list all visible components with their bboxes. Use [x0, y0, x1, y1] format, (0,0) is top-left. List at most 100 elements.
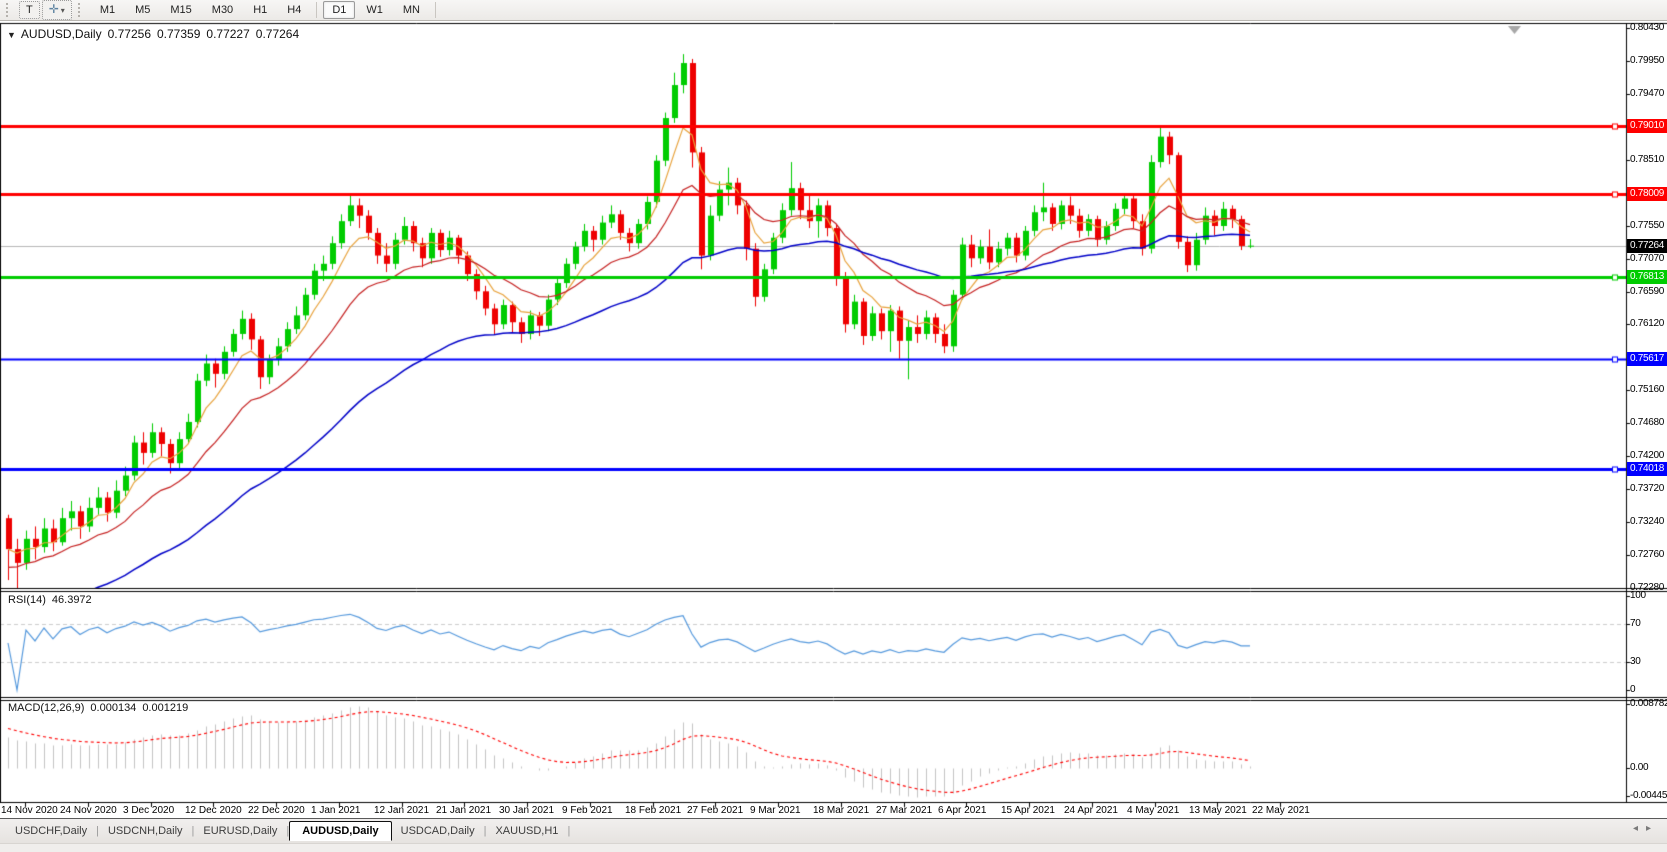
cursor-tool-icon: ✛	[48, 2, 59, 16]
rsi-level-label: 0	[1630, 684, 1636, 695]
date-axis-label: 13 May 2021	[1189, 805, 1247, 816]
date-axis-label: 30 Jan 2021	[499, 805, 555, 816]
macd-scale-label: 0.008782	[1630, 698, 1667, 709]
rsi-level-label: 70	[1630, 618, 1641, 629]
macd-label: MACD(12,26,9) 0.000134 0.001219	[8, 702, 194, 714]
price-axis-tick: 0.72760	[1630, 549, 1665, 560]
hline-price-label: 0.74018	[1627, 462, 1667, 476]
date-axis-label: 12 Jan 2021	[374, 805, 430, 816]
price-axis-tick: 0.79470	[1630, 88, 1665, 99]
cursor-tool-button[interactable]: ✛ ▾	[41, 0, 72, 20]
date-axis-label: 9 Mar 2021	[750, 805, 801, 816]
toolbar-grip	[77, 3, 85, 17]
tab-separator: |	[191, 825, 195, 837]
date-axis-label: 12 Dec 2020	[185, 805, 242, 816]
price-axis-tick: 0.74680	[1630, 417, 1665, 428]
tab-usdcad[interactable]: USDCAD,Daily	[400, 825, 475, 837]
top-toolbar: T ✛ ▾ M1 M5 M15 M30 H1 H4 D1 W1 MN	[0, 0, 1667, 21]
macd-main-value: 0.000134	[90, 702, 137, 714]
date-axis-label: 18 Mar 2021	[813, 805, 870, 816]
date-axis-label: 21 Jan 2021	[436, 805, 492, 816]
price-axis-tick: 0.79950	[1630, 55, 1665, 66]
macd-signal-value: 0.001219	[142, 702, 189, 714]
tab-separator: |	[483, 825, 487, 837]
macd-scale-label: 0.00	[1630, 762, 1649, 773]
macd-scale-label: -0.00445	[1630, 790, 1667, 801]
price-axis-tick: 0.73240	[1630, 516, 1665, 527]
timeframe-button-m30[interactable]: M30	[211, 4, 234, 16]
price-axis-tick: 0.75160	[1630, 384, 1665, 395]
text-tool-button[interactable]: T	[19, 1, 40, 19]
timeframe-button-d1[interactable]: D1	[323, 1, 356, 19]
date-axis-label: 22 May 2021	[1252, 805, 1310, 816]
timeframe-button-m1[interactable]: M1	[99, 4, 116, 16]
date-axis-label: 22 Dec 2020	[248, 805, 305, 816]
timeframe-button-h4[interactable]: H4	[287, 4, 302, 16]
rsi-label: RSI(14) 46.3972	[8, 594, 98, 606]
tab-xauusd[interactable]: XAUUSD,H1	[495, 825, 559, 837]
date-axis-label: 4 May 2021	[1127, 805, 1180, 816]
date-axis-label: 18 Feb 2021	[625, 805, 682, 816]
hline-price-label: 0.79010	[1627, 119, 1667, 133]
chart-title: ▼ AUDUSD,Daily 0.77256 0.77359 0.77227 0.7726…	[7, 27, 305, 41]
date-axis-label: 3 Dec 2020	[123, 805, 175, 816]
price-axis-tick: 0.76590	[1630, 286, 1665, 297]
timeframe-button-h1[interactable]: H1	[253, 4, 268, 16]
tab-audusd[interactable]: AUDUSD,Daily	[289, 821, 392, 841]
rsi-level-label: 100	[1630, 590, 1646, 601]
price-axis-tick: 0.76120	[1630, 318, 1665, 329]
date-axis-label: 9 Feb 2021	[562, 805, 613, 816]
date-axis-label: 27 Feb 2021	[687, 805, 744, 816]
price-axis-tick: 0.72280	[1630, 582, 1665, 593]
macd-name: MACD(12,26,9)	[8, 702, 85, 714]
hline-price-label: 0.76813	[1627, 270, 1667, 284]
rsi-name: RSI(14)	[8, 594, 46, 606]
date-axis-label: 6 Apr 2021	[938, 805, 987, 816]
price-axis-tick: 0.73720	[1630, 483, 1665, 494]
tab-separator: |	[286, 825, 290, 837]
toolbar-separator	[316, 2, 318, 18]
rsi-level-label: 30	[1630, 656, 1641, 667]
price-axis-tick: 0.80430	[1630, 22, 1665, 33]
price-axis-tick: 0.77070	[1630, 253, 1665, 264]
date-axis-label: 14 Nov 2020	[1, 805, 58, 816]
ohlc-open: 0.77256	[107, 27, 151, 41]
tab-scroll-arrows: ◂▸	[1633, 823, 1659, 834]
ohlc-close: 0.77264	[255, 27, 300, 41]
symbol-dropdown-icon[interactable]: ▼	[7, 30, 16, 40]
tab-separator: |	[96, 825, 99, 837]
date-axis-label: 1 Jan 2021	[311, 805, 361, 816]
tab-eurusd[interactable]: EURUSD,Daily	[203, 825, 278, 837]
date-axis-label: 24 Nov 2020	[60, 805, 117, 816]
rsi-value: 46.3972	[51, 594, 92, 606]
ohlc-high: 0.77359	[157, 27, 201, 41]
date-axis-label: 15 Apr 2021	[1001, 805, 1055, 816]
toolbar-separator	[434, 2, 436, 18]
date-axis-label: 24 Apr 2021	[1064, 805, 1118, 816]
timeframe-button-m5[interactable]: M5	[135, 4, 151, 16]
ohlc-low: 0.77227	[206, 27, 250, 41]
toolbar-grip	[6, 3, 13, 17]
price-axis-tick: 0.78510	[1630, 154, 1665, 165]
hline-price-label: 0.75617	[1627, 352, 1667, 366]
timeframe-button-w1[interactable]: W1	[366, 4, 383, 16]
tab-usdchf[interactable]: USDCHF,Daily	[15, 825, 88, 837]
tab-scroll-left-icon[interactable]: ◂	[1632, 823, 1646, 834]
hline-price-label: 0.78009	[1627, 187, 1667, 201]
date-axis-label: 27 Mar 2021	[876, 805, 933, 816]
current-price-label: 0.77264	[1627, 239, 1667, 253]
tab-usdcnh[interactable]: USDCNH,Daily	[107, 825, 183, 837]
text-tool-icon: T	[26, 4, 33, 16]
timeframe-button-mn[interactable]: MN	[402, 4, 420, 16]
chevron-down-icon: ▾	[60, 6, 65, 15]
timeframe-button-m15[interactable]: M15	[170, 4, 192, 16]
price-axis-tick: 0.74200	[1630, 450, 1665, 461]
price-axis-tick: 0.77550	[1630, 220, 1665, 231]
tab-separator: |	[567, 825, 571, 837]
symbol-tab-bar: USDCHF,Daily | USDCNH,Daily | EURUSD,Daily | A…	[0, 818, 1667, 843]
tab-scroll-right-icon[interactable]: ▸	[1645, 823, 1659, 834]
bottom-strip	[0, 843, 1667, 852]
chart-symbol: AUDUSD,Daily	[20, 27, 102, 41]
